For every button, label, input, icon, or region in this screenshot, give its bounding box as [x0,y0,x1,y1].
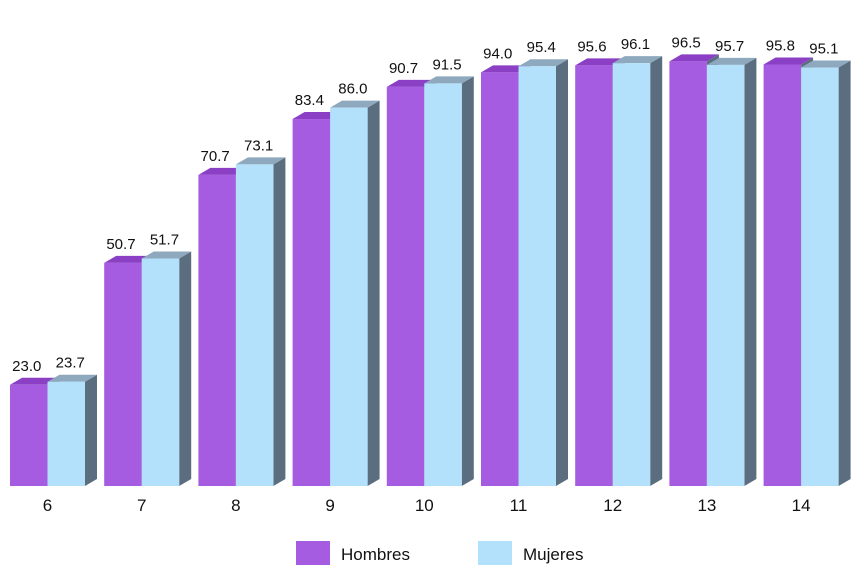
bar-front-face [669,61,707,487]
bar-side-face [744,57,757,487]
legend-label: Mujeres [523,545,583,564]
bar-top-face [235,157,286,165]
x-tick-label-7: 7 [137,496,146,515]
value-label-hombres-6: 23.0 [12,358,41,375]
value-label-mujeres-13: 95.7 [715,38,744,55]
bar-mujeres-9 [330,100,380,486]
bar-top-face [763,57,814,65]
bar-mujeres-11 [518,59,568,487]
bar-top-face [141,251,192,259]
bar-front-face [706,64,745,487]
value-label-hombres-11: 94.0 [483,45,512,62]
bar-top-face [801,60,851,68]
x-tick-label-13: 13 [697,496,716,515]
bar-side-face [556,59,568,487]
x-tick-label-9: 9 [325,496,334,515]
bar-mujeres-14 [801,60,851,487]
legend-item-mujeres: Mujeres [478,541,583,565]
bar-front-face [575,65,613,487]
bar-side-face [838,60,851,487]
bar-top-face [47,374,97,382]
legend-item-hombres: Hombres [296,541,410,565]
value-label-mujeres-11: 95.4 [527,39,556,56]
bars-layer [10,54,851,487]
bar-front-face [612,63,651,486]
bar-mujeres-13 [706,57,757,487]
legend-swatch [478,541,512,565]
x-tick-label-14: 14 [792,496,811,515]
bar-mujeres-8 [235,157,286,487]
bar-front-face [386,86,425,487]
bar-top-face [706,57,757,65]
bar-top-face [612,56,663,64]
bar-top-face [330,100,380,108]
value-labels-layer: 23.0 23.7 50.7 51.7 70.7 73.1 83.4 86.0 90.7 91.5… [12,34,838,374]
bar-side-face [273,157,286,487]
bar-top-face [292,112,343,120]
bar-front-face [763,64,802,486]
value-label-mujeres-14: 95.1 [809,41,838,58]
bar-front-face [292,119,331,486]
bar-mujeres-7 [141,251,192,486]
bar-top-face [386,79,437,87]
bar-front-face [47,381,85,486]
value-label-mujeres-10: 91.5 [432,56,461,73]
value-label-hombres-12: 95.6 [577,38,606,55]
x-tick-label-11: 11 [510,496,528,515]
bar-top-face [198,167,248,175]
bar-front-face [104,262,142,486]
bar-front-face [10,384,48,486]
value-label-hombres-14: 95.8 [766,37,795,54]
x-tick-label-8: 8 [231,496,240,515]
value-label-hombres-10: 90.7 [389,60,418,77]
x-tick-label-12: 12 [603,496,622,515]
bar-top-face [481,65,531,73]
bar-top-face [518,59,568,67]
x-tick-label-6: 6 [43,496,52,515]
bar-side-face [367,100,380,486]
bar-side-face [461,76,474,487]
legend-label: Hombres [341,545,410,564]
bar-front-face [235,164,274,487]
value-label-mujeres-12: 96.1 [621,36,650,53]
bar-side-face [179,251,192,486]
value-label-hombres-8: 70.7 [201,148,230,165]
bar-side-face [650,56,663,486]
bar-front-face [801,67,839,486]
legend: Hombres Mujeres [296,541,583,565]
value-label-mujeres-7: 51.7 [150,232,179,249]
bar-front-face [481,72,519,487]
value-label-mujeres-9: 86.0 [338,81,367,98]
bar-mujeres-12 [612,56,663,486]
value-label-hombres-9: 83.4 [295,92,324,109]
value-label-hombres-7: 50.7 [106,236,135,253]
bar-top-face [669,54,719,62]
legend-swatch [296,541,330,565]
bar-front-face [198,174,236,487]
x-tick-label-10: 10 [415,496,434,515]
bar-top-face [10,377,60,385]
bar-front-face [424,83,462,487]
bar-side-face [85,374,97,486]
bar-top-face [575,58,625,66]
bar-mujeres-6 [47,374,97,486]
bar-mujeres-10 [424,76,474,487]
bar-top-face [104,255,154,263]
value-label-mujeres-8: 73.1 [244,137,273,154]
bar-front-face [141,258,180,486]
value-label-hombres-13: 96.5 [672,34,701,51]
x-axis-ticks: 6 7 8 9 10 11 12 13 14 [43,496,811,515]
value-label-mujeres-6: 23.7 [56,355,85,372]
bar-top-face [424,76,474,84]
bar-front-face [518,66,556,487]
bar-front-face [330,107,368,486]
